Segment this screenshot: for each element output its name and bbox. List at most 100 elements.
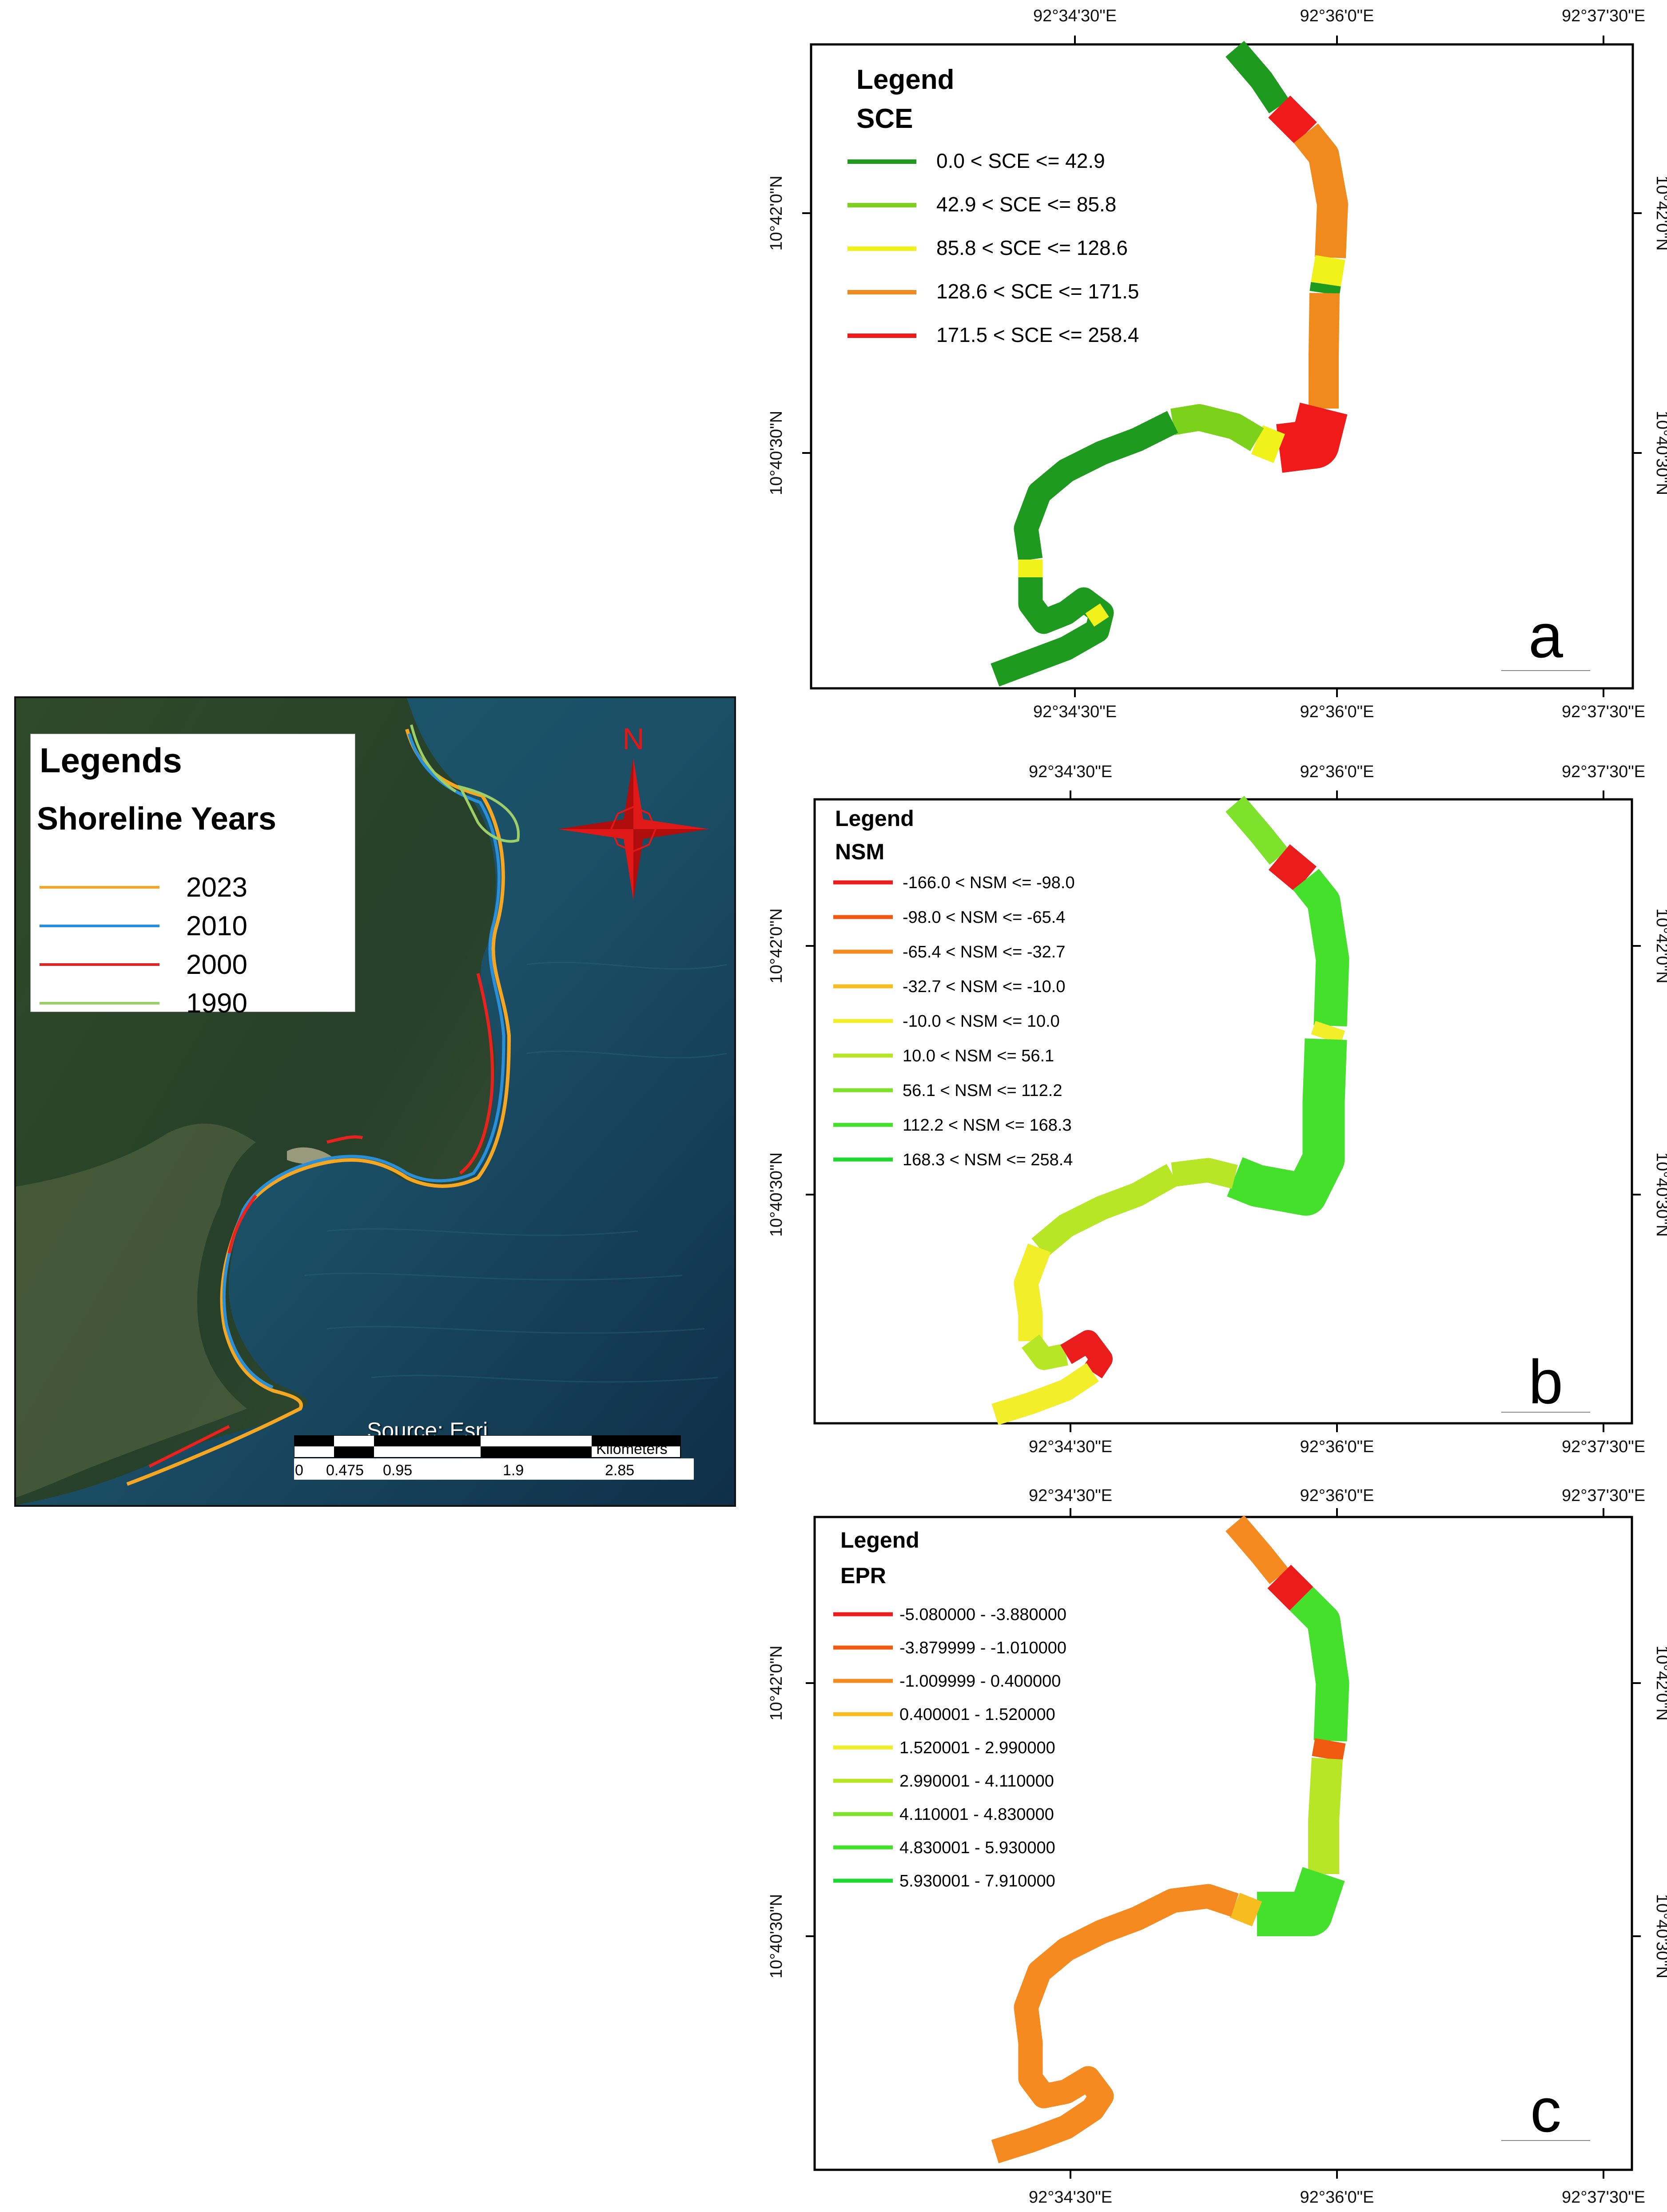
left-lat-1: 10°42'0"N [767, 1645, 786, 1720]
top-tick-3: 92°37'30"E [1562, 1486, 1645, 1505]
legend-swatch [40, 1002, 159, 1005]
top-tick-1: 92°34'30"E [1033, 7, 1117, 25]
legend-swatch [40, 886, 159, 889]
legend-label: 1990 [186, 988, 247, 1019]
left-lat-2: 10°40'30"N [767, 1152, 786, 1237]
legend-title: Legend [840, 1528, 919, 1553]
panel-a-sce-map: 92°34'30"E 92°36'0"E 92°37'30"E 92°34'30… [767, 7, 1667, 721]
shoreline-2010 [222, 733, 505, 1389]
scale-bar: 0 0.475 0.95 1.9 2.85 Kilometers [294, 1435, 694, 1480]
legend-field: EPR [840, 1563, 886, 1588]
legend-row-1990: 1990 [40, 985, 247, 1021]
bottom-tick-2: 92°36'0"E [1300, 2188, 1374, 2207]
legend-class-2: 42.9 < SCE <= 85.8 [936, 193, 1116, 216]
legend-class-6: 10.0 < NSM <= 56.1 [903, 1047, 1054, 1065]
scale-tick-095: 0.95 [383, 1462, 412, 1479]
legend-class-9: 168.3 < NSM <= 258.4 [903, 1151, 1073, 1169]
legend-field: SCE [856, 103, 913, 134]
scale-tick-0475: 0.475 [326, 1462, 364, 1479]
right-lat-1: 10°42'0"N [1653, 1645, 1667, 1720]
bottom-tick-1: 92°34'30"E [1033, 703, 1117, 721]
sce-legend: Legend SCE 0.0 < SCE <= 42.9 42.9 < SCE … [847, 64, 1139, 346]
left-lat-2: 10°40'30"N [767, 1894, 786, 1978]
sce-transect-ribbon [991, 41, 1348, 687]
legend-field: NSM [835, 839, 884, 864]
legend-class-5: 1.520001 - 2.990000 [899, 1739, 1055, 1757]
legend-class-1: -5.080000 - -3.880000 [899, 1605, 1066, 1624]
legend-subtitle: Shoreline Years [37, 801, 276, 837]
top-tick-3: 92°37'30"E [1562, 7, 1645, 25]
right-lat-2: 10°40'30"N [1653, 411, 1667, 495]
right-lat-2: 10°40'30"N [1653, 1894, 1667, 1978]
legend-class-7: 56.1 < NSM <= 112.2 [903, 1081, 1062, 1100]
top-tick-2: 92°36'0"E [1300, 1486, 1374, 1505]
tick-marks [806, 790, 1641, 1432]
shoreline-legend: Legends Shoreline Years 2023 2010 2000 1… [30, 734, 355, 1019]
bottom-tick-3: 92°37'30"E [1562, 2188, 1645, 2207]
legend-class-5: -10.0 < NSM <= 10.0 [903, 1012, 1060, 1031]
bottom-tick-2: 92°36'0"E [1300, 703, 1374, 721]
legend-class-4: -32.7 < NSM <= -10.0 [903, 977, 1065, 996]
tick-marks [802, 36, 1642, 697]
left-lat-1: 10°42'0"N [767, 175, 786, 250]
nsm-transect-ribbon [991, 796, 1349, 1425]
panel-b-nsm-map: 92°34'30"E 92°36'0"E 92°37'30"E 92°34'30… [767, 762, 1667, 1456]
legend-class-3: 85.8 < SCE <= 128.6 [936, 236, 1128, 259]
legend-class-7: 4.110001 - 4.830000 [899, 1805, 1054, 1824]
legend-class-3: -65.4 < NSM <= -32.7 [903, 943, 1065, 961]
legend-title: Legend [835, 806, 914, 831]
legend-class-6: 2.990001 - 4.110000 [899, 1772, 1054, 1791]
sea-texture [304, 961, 727, 1383]
panel-letter-b: b [1528, 1347, 1563, 1417]
scale-tick-19: 1.9 [503, 1462, 524, 1479]
nsm-legend: Legend NSM -166.0 < NSM <= -98.0 -98.0 <… [833, 806, 1075, 1169]
bottom-tick-1: 92°34'30"E [1029, 2188, 1112, 2207]
right-lat-1: 10°42'0"N [1653, 908, 1667, 983]
legend-class-1: 0.0 < SCE <= 42.9 [936, 149, 1105, 172]
left-lat-1: 10°42'0"N [767, 908, 786, 983]
legend-class-8: 4.830001 - 5.930000 [899, 1839, 1055, 1857]
map-frame [810, 43, 1634, 690]
bottom-tick-2: 92°36'0"E [1300, 1438, 1374, 1456]
legend-row-2000: 2000 [40, 947, 247, 982]
legend-swatch [40, 963, 159, 966]
scale-tick-285: 2.85 [605, 1462, 634, 1479]
shoreline-2000 [148, 973, 494, 1468]
legend-class-2: -3.879999 - -1.010000 [899, 1639, 1066, 1657]
map-frame [813, 798, 1633, 1425]
legend-class-1: -166.0 < NSM <= -98.0 [903, 874, 1075, 892]
tick-marks [806, 1508, 1641, 2179]
legend-title: Legends [40, 741, 182, 780]
epr-transect-ribbon [991, 1515, 1349, 2164]
epr-legend: Legend EPR -5.080000 - -3.880000 -3.8799… [833, 1528, 1066, 1890]
map-frame [813, 1516, 1633, 2171]
top-tick-1: 92°34'30"E [1029, 1486, 1112, 1505]
bottom-tick-3: 92°37'30"E [1562, 1438, 1645, 1456]
legend-class-4: 128.6 < SCE <= 171.5 [936, 280, 1139, 303]
left-lat-2: 10°40'30"N [767, 411, 786, 495]
coastal-plain [16, 1124, 256, 1497]
bottom-tick-1: 92°34'30"E [1029, 1438, 1112, 1456]
right-lat-2: 10°40'30"N [1653, 1152, 1667, 1237]
scale-unit: Kilometers [596, 1441, 668, 1457]
shoreline-2023 [126, 728, 511, 1486]
legend-label: 2023 [186, 872, 247, 903]
scale-tick-0: 0 [295, 1462, 303, 1479]
legend-label: 2010 [186, 910, 247, 941]
bottom-tick-3: 92°37'30"E [1562, 703, 1645, 721]
north-label: N [622, 722, 644, 756]
panel-letter-c: c [1530, 2075, 1561, 2145]
legend-class-8: 112.2 < NSM <= 168.3 [903, 1116, 1072, 1135]
legend-row-2010: 2010 [40, 908, 247, 944]
panel-c-epr-map: 92°34'30"E 92°36'0"E 92°37'30"E 92°34'30… [767, 1486, 1667, 2207]
top-tick-2: 92°36'0"E [1300, 762, 1374, 781]
panel-letter-a: a [1528, 601, 1563, 671]
legend-class-5: 171.5 < SCE <= 258.4 [936, 323, 1139, 346]
right-lat-1: 10°42'0"N [1653, 175, 1667, 250]
legend-swatch [40, 925, 159, 927]
legend-class-4: 0.400001 - 1.520000 [899, 1705, 1055, 1724]
legend-row-2023: 2023 [40, 870, 247, 905]
top-tick-3: 92°37'30"E [1562, 762, 1645, 781]
shoreline-1990 [410, 724, 520, 843]
top-tick-2: 92°36'0"E [1300, 7, 1374, 25]
